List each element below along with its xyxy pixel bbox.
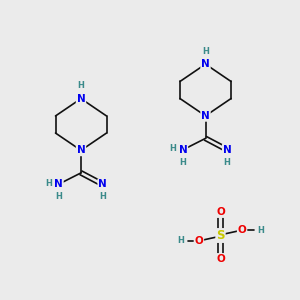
Text: H: H — [99, 192, 106, 201]
Text: H: H — [257, 226, 264, 235]
Text: N: N — [201, 111, 210, 121]
Text: H: H — [45, 179, 52, 188]
Text: O: O — [216, 207, 225, 217]
Text: S: S — [216, 229, 225, 242]
Text: H: H — [55, 192, 62, 201]
Text: N: N — [223, 145, 232, 155]
Text: H: H — [177, 236, 184, 245]
Text: H: H — [180, 158, 186, 166]
Text: H: H — [78, 81, 84, 90]
Text: H: H — [224, 158, 230, 166]
Text: H: H — [169, 144, 176, 153]
Text: O: O — [238, 225, 247, 235]
Text: H: H — [202, 47, 209, 56]
Text: N: N — [98, 179, 107, 189]
Text: N: N — [178, 145, 188, 155]
Text: N: N — [54, 179, 63, 189]
Text: N: N — [76, 146, 85, 155]
Text: N: N — [76, 94, 85, 103]
Text: O: O — [194, 236, 203, 246]
Text: N: N — [201, 59, 210, 69]
Text: O: O — [216, 254, 225, 264]
